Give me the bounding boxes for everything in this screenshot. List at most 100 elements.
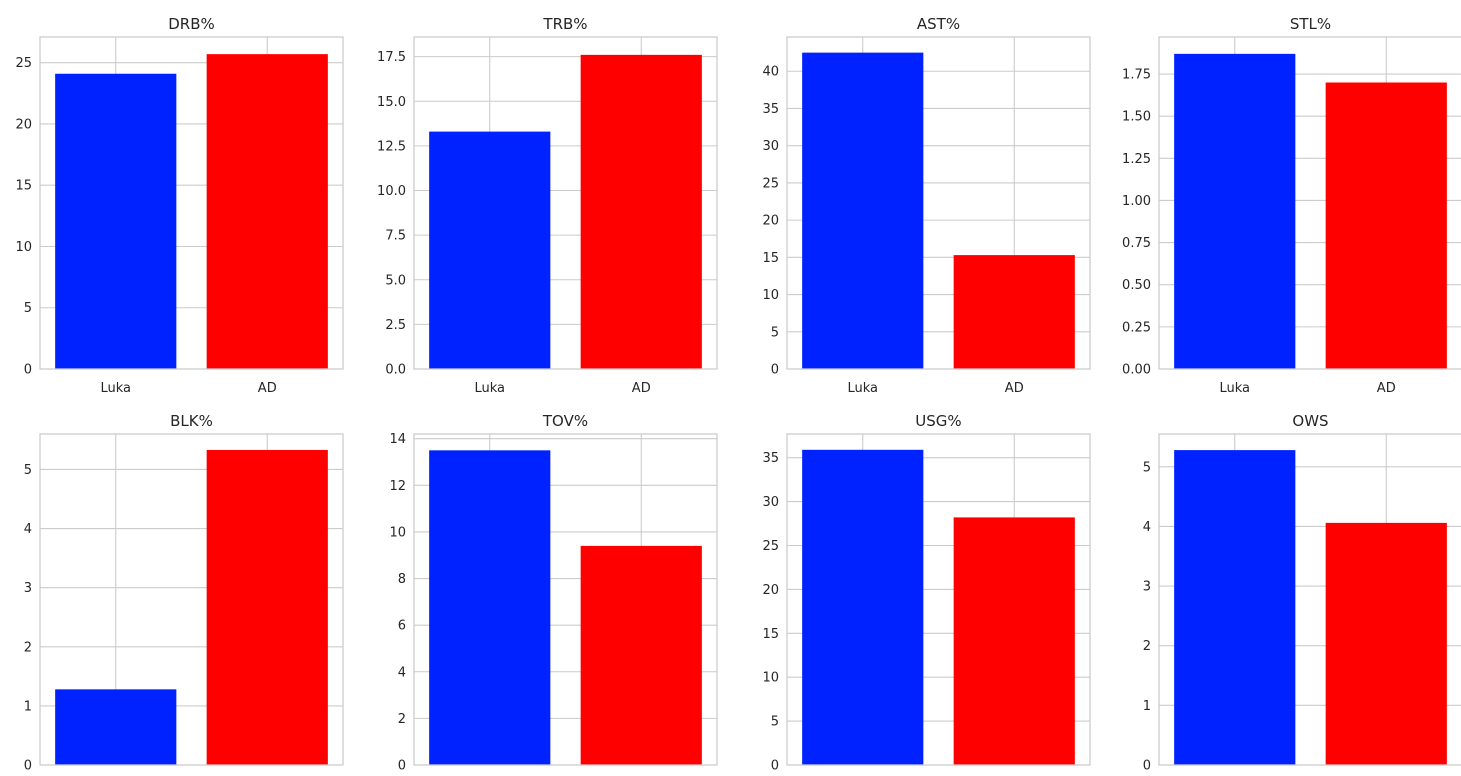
x-tick-label: Luka [1219, 381, 1250, 396]
subplot-5: 0 1 2 3 4 5 BLK% [24, 412, 344, 774]
y-tick-label: 4 [24, 522, 32, 537]
bar-luka [429, 450, 551, 765]
y-tick-label: 0.75 [1122, 236, 1151, 251]
axes-frame [413, 433, 718, 766]
y-tick-label: 25 [15, 56, 32, 71]
x-tick-label: Luka [847, 381, 878, 396]
x-tick-label: AD [632, 381, 651, 396]
y-tick-label: 20 [762, 214, 779, 229]
subplot-6: 0 2 4 6 8 10 12 14 TOV% [389, 412, 718, 774]
subplot-title: AST% [917, 15, 960, 33]
y-tick-label: 0.0 [385, 363, 406, 378]
y-tick-label: 5 [24, 463, 32, 478]
y-tick-label: 20 [15, 117, 32, 132]
y-tick-label: 4 [1143, 520, 1151, 535]
subplot-4: 0.00 0.25 0.50 0.75 1.00 1.25 1.50 1.75 Luka AD ST… [1122, 15, 1461, 396]
axes-frame [1158, 433, 1461, 766]
bar-ad [1325, 82, 1447, 370]
y-tick-label: 1.25 [1122, 152, 1151, 167]
y-tick-label: 6 [398, 619, 406, 634]
y-tick-label: 10 [762, 671, 779, 686]
y-tick-label: 1 [24, 699, 32, 714]
x-tick-label: Luka [100, 381, 131, 396]
y-tick-label: 7.5 [385, 229, 406, 244]
y-tick-label: 15 [762, 627, 779, 642]
subplot-title: USG% [915, 412, 961, 430]
axes-frame [1158, 36, 1461, 370]
bar-luka [1174, 53, 1296, 370]
x-tick-label: AD [258, 381, 277, 396]
y-tick-label: 5 [771, 715, 779, 730]
y-tick-label: 0.50 [1122, 278, 1151, 293]
bar-luka [802, 52, 924, 369]
y-tick-label: 0 [24, 759, 32, 774]
subplot-7: 0 5 10 15 20 25 30 35 USG% [762, 412, 1091, 774]
subplot-title: OWS [1292, 412, 1328, 430]
x-tick-label: Luka [474, 381, 505, 396]
y-tick-label: 4 [398, 665, 406, 680]
y-tick-label: 1.75 [1122, 68, 1151, 83]
y-tick-label: 15.0 [377, 95, 406, 110]
subplot-title: TOV% [542, 412, 588, 430]
y-tick-label: 8 [398, 572, 406, 587]
y-tick-label: 0 [1143, 759, 1151, 774]
y-tick-label: 0 [771, 363, 779, 378]
y-tick-label: 3 [24, 581, 32, 596]
y-tick-label: 35 [762, 102, 779, 117]
subplot-title: DRB% [168, 15, 215, 33]
bar-luka [55, 689, 177, 765]
y-tick-label: 10 [389, 525, 406, 540]
y-tick-label: 40 [762, 65, 779, 80]
y-tick-label: 14 [389, 432, 406, 447]
bar-luka [1174, 450, 1296, 765]
subplot-title: BLK% [170, 412, 213, 430]
y-tick-label: 1 [1143, 699, 1151, 714]
subplot-title: TRB% [542, 15, 587, 33]
axes-frame [413, 36, 718, 370]
y-tick-label: 3 [1143, 580, 1151, 595]
y-tick-label: 35 [762, 451, 779, 466]
y-tick-label: 2 [398, 712, 406, 727]
y-tick-label: 2.5 [385, 318, 406, 333]
y-tick-label: 0 [24, 363, 32, 378]
bar-ad [206, 54, 328, 369]
y-tick-label: 0.00 [1122, 363, 1151, 378]
y-tick-label: 5.0 [385, 273, 406, 288]
y-tick-label: 25 [762, 539, 779, 554]
y-tick-label: 0.25 [1122, 320, 1151, 335]
y-tick-label: 15 [762, 251, 779, 266]
y-tick-label: 12 [389, 479, 406, 494]
x-tick-label: AD [1005, 381, 1024, 396]
axes-frame [786, 433, 1091, 766]
y-tick-label: 5 [24, 301, 32, 316]
y-tick-label: 0 [398, 759, 406, 774]
y-tick-label: 1.00 [1122, 194, 1151, 209]
x-tick-label: AD [1377, 381, 1396, 396]
bar-ad [580, 54, 702, 370]
bar-ad [580, 545, 702, 765]
y-tick-label: 5 [771, 325, 779, 340]
subplot-8: 0 1 2 3 4 5 OWS [1143, 412, 1461, 774]
bar-ad [1325, 522, 1447, 765]
subplot-title: STL% [1290, 15, 1331, 33]
bar-ad [953, 517, 1075, 765]
y-tick-label: 10.0 [377, 184, 406, 199]
y-tick-label: 30 [762, 139, 779, 154]
y-tick-label: 17.5 [377, 50, 406, 65]
y-tick-label: 10 [15, 240, 32, 255]
y-tick-label: 2 [24, 640, 32, 655]
y-tick-label: 0 [771, 759, 779, 774]
subplot-3: 0 5 10 15 20 25 30 35 40 Luka AD AST% [762, 15, 1091, 396]
bar-ad [953, 255, 1075, 369]
y-tick-label: 1.50 [1122, 110, 1151, 125]
bar-luka [802, 449, 924, 765]
y-tick-label: 2 [1143, 639, 1151, 654]
subplot-1: 0 5 10 15 20 25 Luka AD DRB% [15, 15, 344, 396]
subplot-2: 0.0 2.5 5.0 7.5 10.0 12.5 15.0 17.5 Luka AD TRB% [377, 15, 718, 396]
bar-ad [206, 449, 328, 765]
y-tick-label: 25 [762, 176, 779, 191]
y-tick-label: 20 [762, 583, 779, 598]
axes-frame [786, 36, 1091, 370]
y-tick-label: 30 [762, 495, 779, 510]
